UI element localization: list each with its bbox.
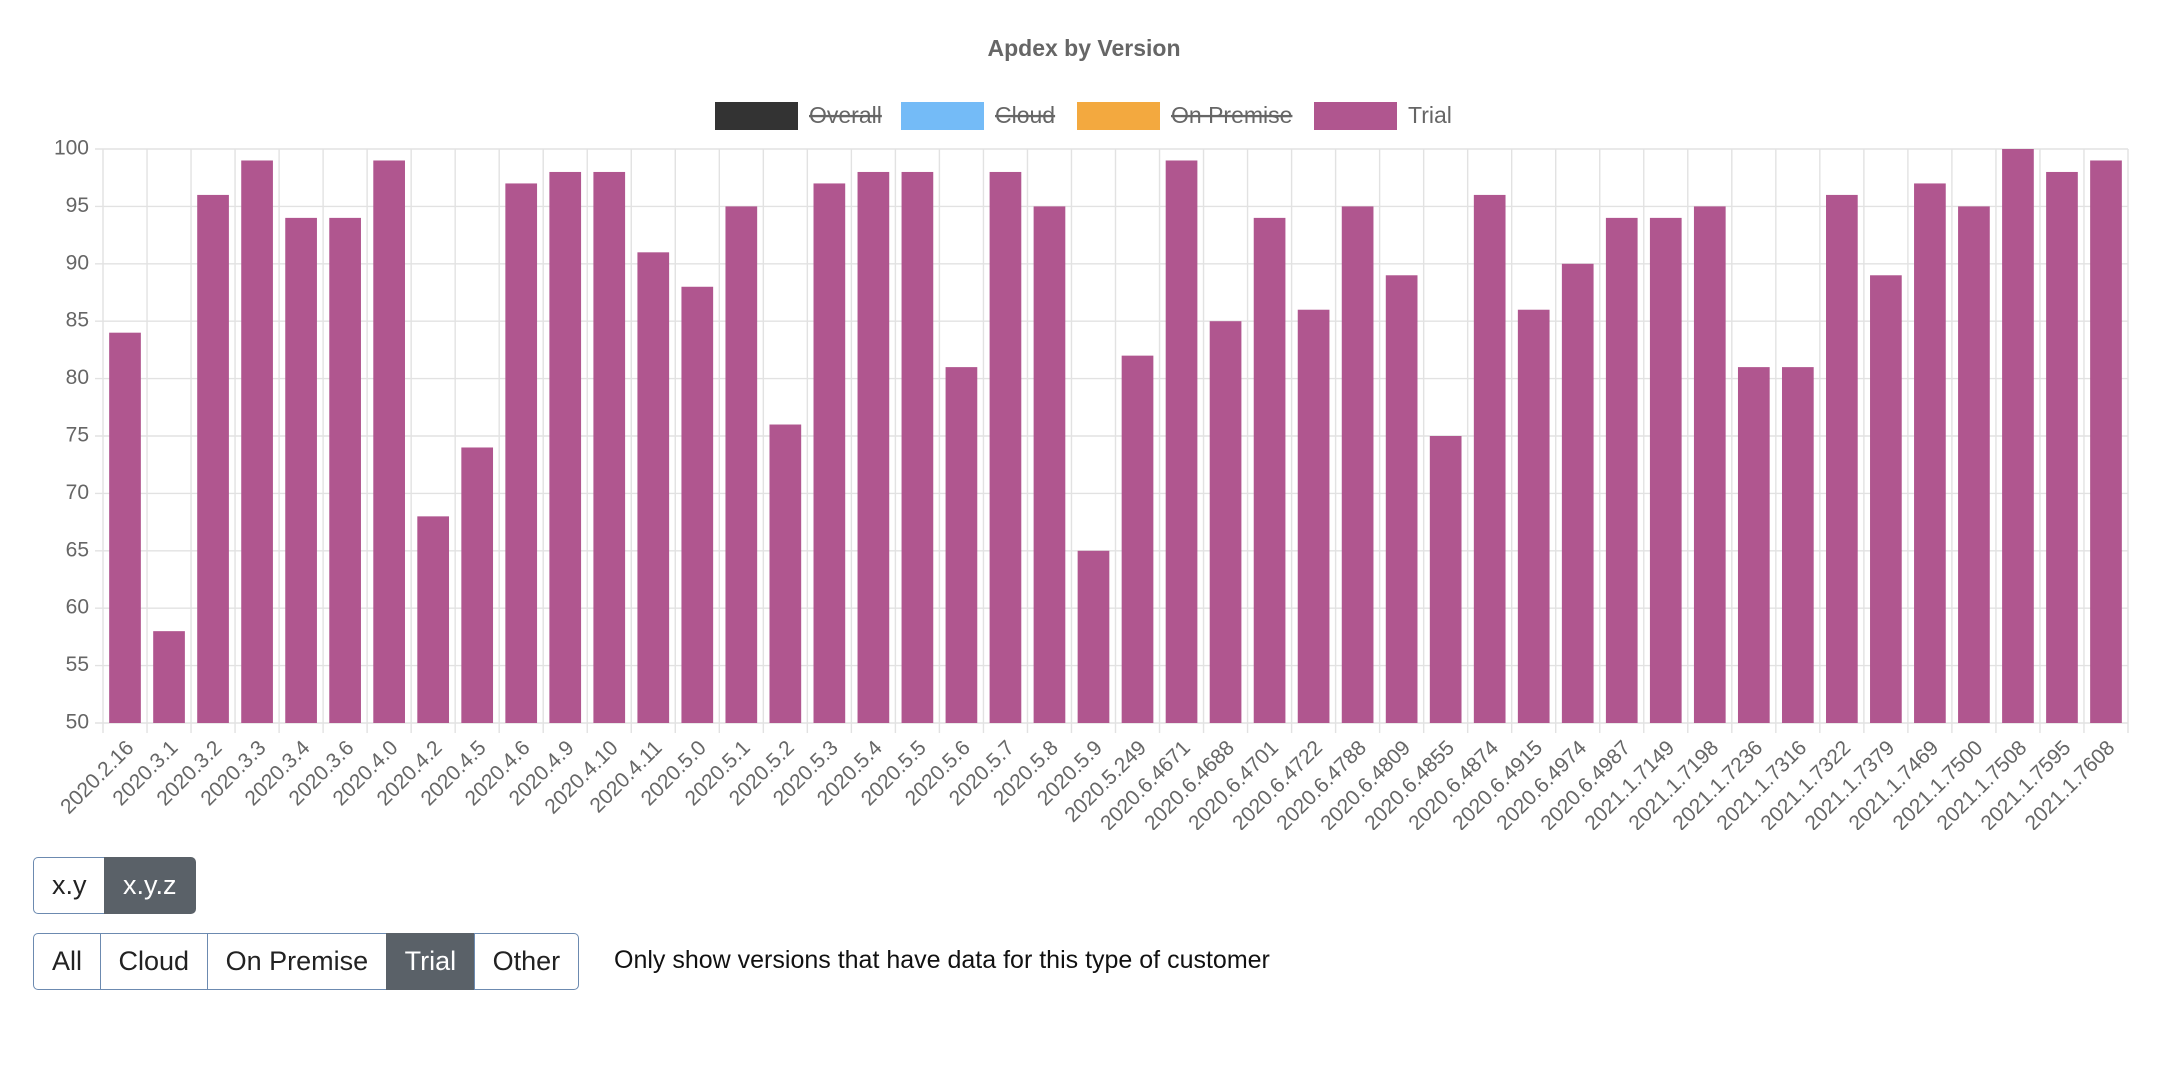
bar — [1958, 206, 1990, 723]
bar — [153, 631, 185, 723]
bar — [1914, 183, 1946, 723]
y-tick-label: 100 — [54, 137, 89, 160]
bar — [725, 206, 758, 723]
bar — [1121, 355, 1154, 723]
y-tick-label: 75 — [66, 424, 89, 447]
filter-button[interactable]: Other — [473, 933, 580, 990]
bar — [1033, 206, 1066, 723]
filter-note: Only show versions that have data for th… — [614, 946, 1270, 974]
bar — [329, 217, 361, 723]
bar — [1165, 160, 1198, 724]
bar — [2090, 160, 2122, 724]
bar — [1517, 309, 1550, 723]
legend-swatch — [715, 102, 798, 130]
chart: Apdex by Version 50 55 60 65 70 75 80 85 90 95 100… — [54, 35, 2129, 830]
bar — [1429, 436, 1462, 723]
y-tick-label: 50 — [66, 711, 89, 734]
bar — [769, 424, 802, 723]
bar — [989, 171, 1022, 723]
bar — [681, 286, 714, 723]
bar — [1561, 263, 1594, 723]
bar — [637, 252, 670, 723]
legend-label: Overall — [809, 102, 882, 128]
bar — [109, 332, 141, 723]
bar — [1737, 367, 1770, 723]
y-tick-label: 90 — [66, 251, 89, 274]
bar — [1605, 217, 1638, 723]
bar — [1341, 206, 1374, 723]
y-tick-label: 70 — [66, 481, 89, 504]
bar — [241, 160, 273, 724]
filter-button[interactable]: All — [33, 933, 102, 990]
legend-label: Cloud — [995, 102, 1055, 128]
bar — [2002, 149, 2034, 723]
customer-filter-group: All Cloud On Premise Trial Other — [33, 933, 580, 990]
y-tick-label: 85 — [66, 309, 89, 332]
chart-title: Apdex by Version — [987, 35, 1180, 61]
bar — [197, 194, 229, 724]
bar — [813, 183, 846, 723]
legend-swatch — [1314, 102, 1397, 130]
filter-button[interactable]: Trial — [385, 933, 476, 990]
bar — [549, 171, 582, 723]
bar — [1209, 321, 1242, 723]
bar — [593, 171, 626, 723]
y-tick-label: 95 — [66, 194, 89, 217]
legend-swatch — [1077, 102, 1160, 130]
filter-button[interactable]: Cloud — [99, 933, 209, 990]
bar — [1649, 217, 1682, 723]
bar — [1693, 206, 1726, 723]
bar — [1077, 550, 1110, 723]
version-format-group: x.y x.y.z — [33, 857, 196, 914]
bar — [1253, 217, 1286, 723]
bar — [1781, 367, 1814, 723]
y-tick-label: 60 — [66, 596, 89, 619]
bar — [945, 367, 978, 723]
bar — [901, 171, 934, 723]
bar — [505, 183, 538, 723]
y-tick-label: 55 — [66, 653, 89, 676]
legend-label: Trial — [1408, 102, 1452, 128]
bar — [1385, 275, 1418, 723]
bar — [857, 171, 890, 723]
bar — [1297, 309, 1330, 723]
legend-swatch — [901, 102, 984, 130]
bar — [2046, 171, 2078, 723]
bar — [1870, 275, 1902, 723]
filter-button[interactable]: On Premise — [206, 933, 388, 990]
filter-button[interactable]: x.y — [33, 857, 106, 914]
bar — [417, 516, 450, 723]
bar — [285, 217, 317, 723]
bar — [373, 160, 405, 724]
filter-button[interactable]: x.y.z — [104, 857, 196, 914]
y-tick-label: 65 — [66, 538, 89, 561]
bar — [1473, 194, 1506, 724]
bar — [461, 447, 494, 723]
bar — [1826, 194, 1858, 724]
legend-label: On Premise — [1171, 102, 1292, 128]
y-tick-label: 80 — [66, 366, 89, 389]
